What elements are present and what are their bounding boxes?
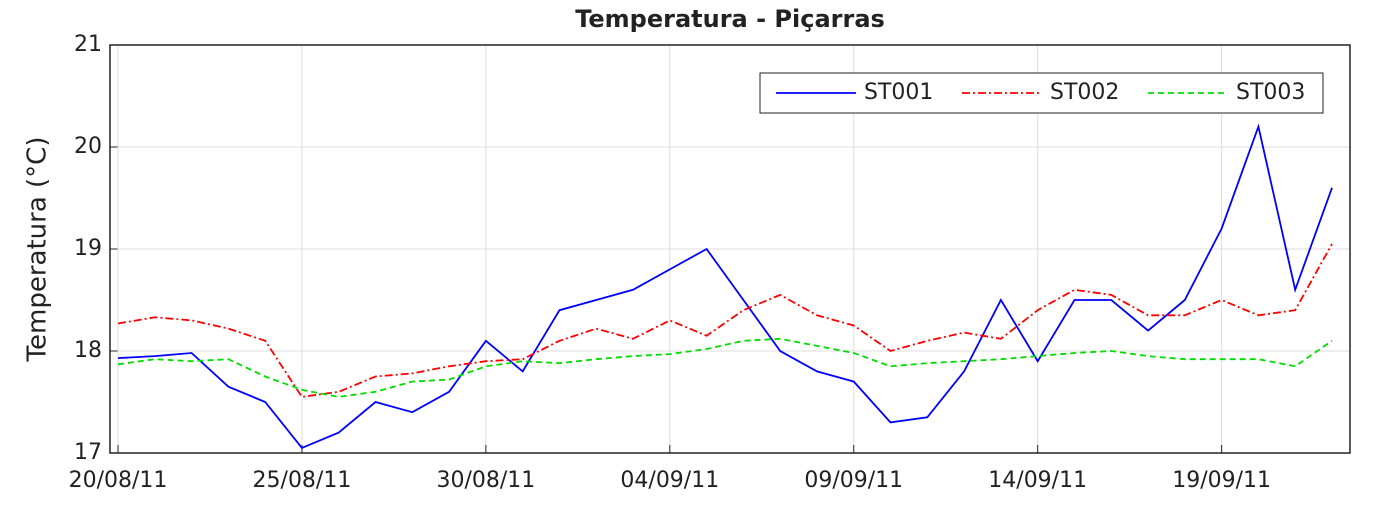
x-tick-label: 09/09/11 bbox=[804, 468, 903, 493]
x-tick-label: 19/09/11 bbox=[1172, 468, 1271, 493]
y-tick-label: 18 bbox=[74, 338, 102, 363]
x-tick-label: 04/09/11 bbox=[620, 468, 719, 493]
x-tick-label: 20/08/11 bbox=[69, 468, 168, 493]
y-tick-label: 21 bbox=[74, 32, 102, 57]
legend-label: ST002 bbox=[1050, 80, 1119, 105]
y-tick-label: 17 bbox=[74, 440, 102, 465]
legend-label: ST003 bbox=[1236, 80, 1305, 105]
series-line bbox=[117, 337, 1333, 398]
plot-frame bbox=[109, 44, 1351, 454]
legend-label: ST001 bbox=[864, 80, 933, 105]
series-line bbox=[117, 243, 1333, 398]
x-tick-label: 30/08/11 bbox=[436, 468, 535, 493]
chart-title: Temperatura - Piçarras bbox=[575, 5, 885, 33]
y-axis-label: Temperatura (°C) bbox=[23, 137, 53, 363]
y-tick-label: 19 bbox=[74, 236, 102, 261]
x-tick-label: 25/08/11 bbox=[253, 468, 352, 493]
series-line bbox=[117, 123, 1333, 449]
x-tick-label: 14/09/11 bbox=[988, 468, 1087, 493]
y-tick-label: 20 bbox=[74, 134, 102, 159]
